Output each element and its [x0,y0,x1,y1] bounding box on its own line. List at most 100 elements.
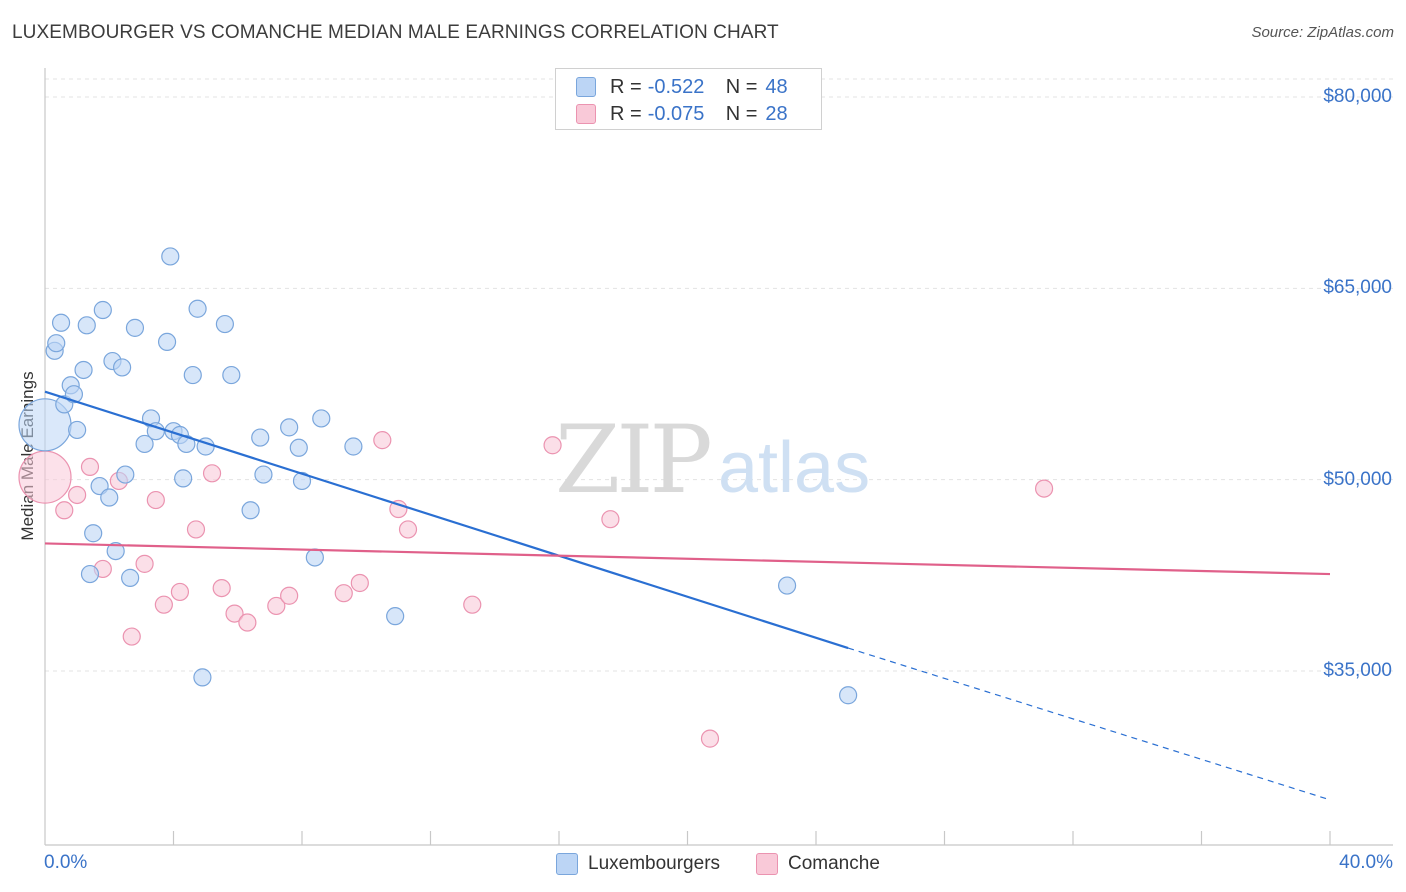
luxembourger-point [222,365,241,385]
comanche-trend-line [44,542,1331,576]
comanche-point [463,595,482,614]
luxembourger-point [106,541,125,561]
comanche-point [350,573,369,593]
luxembourger-point [157,332,177,352]
luxembourger-point [51,313,71,332]
luxembourger-point [84,524,103,543]
luxembourger-point [241,501,260,520]
comanche-point [238,613,257,632]
comanche-point [18,450,72,504]
luxembourger-point [47,334,66,353]
comanche-point [122,627,141,646]
watermark-zip: ZIP [555,406,709,515]
comanche-point [700,729,720,748]
comanche-point [55,501,74,520]
legend-series-name: Comanche [788,853,880,874]
luxembourgers-trend-line [44,390,849,650]
legend-swatch-pink [756,853,778,875]
legend-series-name: Luxembourgers [588,853,721,874]
legend-n-value: 28 [765,102,788,125]
luxembourger-point [312,409,331,428]
gridlines [45,78,1393,672]
comanche-point [135,554,154,573]
y-tick-label: $50,000 [1323,468,1392,490]
x-tick-label-max: 40.0% [1339,852,1393,873]
luxembourger-point [254,465,273,484]
legend-r-value: -0.075 [647,102,705,125]
comanche-point [543,436,562,455]
luxembourger-point [215,314,234,334]
luxembourger-point [100,488,119,507]
comanche-point [267,596,286,616]
luxembourger-point [77,316,96,335]
comanche-points [18,431,1054,748]
comanche-point [68,485,87,505]
watermark-atlas: atlas [718,428,870,508]
comanche-point [601,510,620,529]
chart-title: LUXEMBOURGER VS COMANCHE MEDIAN MALE EAR… [12,22,779,43]
luxembourgers-trend-extension [847,647,1331,801]
y-tick-label: $35,000 [1323,660,1392,681]
bottom-legend-luxembourgers: Luxembourgers [556,852,720,876]
luxembourger-point [135,434,154,454]
luxembourger-point [280,418,299,437]
luxembourger-point [68,420,87,440]
luxembourger-point [251,428,270,447]
comanche-point [334,584,353,603]
luxembourger-point [161,247,180,266]
luxembourger-point [193,668,212,687]
comanche-point [398,520,418,539]
luxembourger-point [289,438,308,457]
luxembourger-point [839,686,858,705]
comanche-point [80,457,100,477]
y-tick-label: $80,000 [1323,86,1392,107]
luxembourger-point [177,434,196,454]
watermark: ZIP atlas [555,406,870,515]
luxembourger-point [174,469,193,488]
luxembourger-point [125,318,145,337]
comanche-point [1034,479,1054,498]
comanche-point [170,582,190,602]
legend-row-luxembourgers: R = -0.522 N = 48 [576,74,788,100]
trend-lines [44,390,1331,801]
legend-r-value: -0.522 [647,75,705,98]
comanche-point [373,431,392,450]
chart-source: Source: ZipAtlas.com [1251,24,1394,41]
comanche-point [186,520,206,539]
legend-r-label: R = [610,102,642,125]
legend-swatch-blue [576,77,596,97]
comanche-point [280,586,299,605]
luxembourger-point [116,465,135,484]
x-tick-marks [172,831,1331,845]
legend-swatch-blue [556,853,578,875]
luxembourger-point [386,607,405,626]
bottom-legend-comanche: Comanche [756,852,880,876]
luxembourger-point [292,471,312,491]
legend-n-label: N = [725,75,758,98]
luxembourger-point [112,358,132,377]
comanche-point [202,464,222,483]
luxembourger-point [344,437,363,456]
comanche-point [154,595,173,614]
luxembourger-point [183,365,202,385]
legend-swatch-pink [576,104,596,124]
luxembourger-point [93,300,112,320]
legend-n-label: N = [725,102,758,125]
luxembourger-point [188,299,207,318]
luxembourger-point [777,576,797,595]
comanche-point [212,578,231,598]
comanche-point [225,604,244,623]
luxembourger-point [146,422,165,441]
x-tick-label-min: 0.0% [44,852,88,873]
luxembourgers-points [18,247,858,705]
correlation-legend: R = -0.522 N = 48 R = -0.075 N = 28 [555,68,822,130]
y-tick-label: $65,000 [1323,277,1392,299]
luxembourger-point [305,548,324,567]
luxembourger-point [74,360,93,380]
legend-r-label: R = [610,75,642,98]
luxembourger-point [121,568,140,587]
luxembourger-point [80,564,100,584]
comanche-point [146,490,165,510]
legend-row-comanche: R = -0.075 N = 28 [576,101,788,127]
